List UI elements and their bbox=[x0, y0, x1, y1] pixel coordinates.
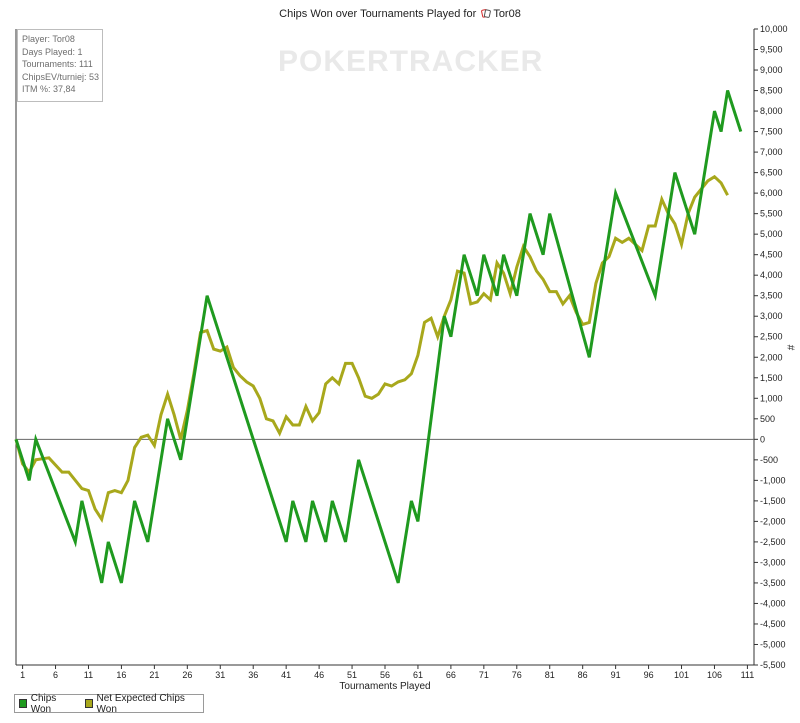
chart-title: Chips Won over Tournaments Played for To… bbox=[0, 8, 800, 21]
x-tick-label: 81 bbox=[545, 670, 555, 680]
legend-swatch-net-expected bbox=[84, 699, 93, 708]
y-tick-label: -1,500 bbox=[760, 496, 786, 506]
y-axis-label: # bbox=[784, 344, 796, 351]
stat-itm: ITM %: 37,84 bbox=[22, 84, 76, 94]
y-tick-label: 5,000 bbox=[760, 229, 783, 239]
chart-title-player: Tor08 bbox=[493, 8, 521, 20]
x-tick-label: 41 bbox=[281, 670, 291, 680]
y-tick-label: -1,000 bbox=[760, 475, 786, 485]
x-tick-label: 56 bbox=[380, 670, 390, 680]
y-tick-label: 9,500 bbox=[760, 45, 783, 55]
y-tick-label: 8,500 bbox=[760, 86, 783, 96]
y-tick-label: 6,000 bbox=[760, 188, 783, 198]
legend-item-net-expected: Net Expected Chips Won bbox=[84, 692, 189, 715]
y-tick-label: 500 bbox=[760, 414, 775, 424]
y-tick-label: 1,500 bbox=[760, 373, 783, 383]
chart-series bbox=[14, 90, 743, 584]
y-tick-label: 4,500 bbox=[760, 250, 783, 260]
y-tick-label: 2,000 bbox=[760, 352, 783, 362]
x-tick-label: 46 bbox=[314, 670, 324, 680]
y-tick-label: -2,500 bbox=[760, 537, 786, 547]
legend-swatch-chips-won bbox=[19, 699, 27, 708]
x-tick-label: 36 bbox=[248, 670, 258, 680]
x-tick-label: 11 bbox=[84, 670, 93, 680]
y-tick-label: 6,500 bbox=[760, 168, 783, 178]
stat-tournaments: Tournaments: 111 bbox=[22, 59, 93, 69]
y-tick-label: 2,500 bbox=[760, 332, 783, 342]
x-tick-label: 106 bbox=[707, 670, 722, 680]
x-axis-label: Tournaments Played bbox=[339, 681, 431, 692]
y-tick-label: -500 bbox=[760, 455, 778, 465]
y-tick-label: -5,000 bbox=[760, 639, 786, 649]
x-tick-label: 6 bbox=[53, 670, 58, 680]
y-tick-label: -2,000 bbox=[760, 516, 786, 526]
x-tick-label: 61 bbox=[413, 670, 423, 680]
y-tick-label: 10,000 bbox=[760, 24, 788, 34]
x-axis-ticks: 1 6 11 16 21 26 31 36 41 46 51 56 61 66 71 76 81 86 91 96 10… bbox=[20, 665, 754, 680]
x-tick-label: 71 bbox=[479, 670, 489, 680]
y-axis-ticks: -5,500 -5,000 -4,500 -4,000 -3,500 -3,000 -2,5… bbox=[754, 24, 788, 670]
y-tick-label: -3,500 bbox=[760, 578, 786, 588]
player-stats-box: Player: Tor08 Days Played: 1 Tournaments… bbox=[17, 29, 103, 102]
x-tick-label: 26 bbox=[182, 670, 192, 680]
y-tick-label: 1,000 bbox=[760, 393, 783, 403]
y-tick-label: 7,500 bbox=[760, 127, 783, 137]
x-tick-label: 21 bbox=[149, 670, 159, 680]
x-tick-label: 51 bbox=[347, 670, 357, 680]
y-tick-label: 7,000 bbox=[760, 147, 783, 157]
y-tick-label: -3,000 bbox=[760, 557, 786, 567]
x-tick-label: 16 bbox=[116, 670, 126, 680]
chart-legend: Chips Won Net Expected Chips Won bbox=[14, 692, 204, 715]
chart-title-prefix: Chips Won over Tournaments Played for bbox=[279, 8, 477, 20]
playing-cards-icon bbox=[481, 9, 492, 21]
legend-label-net-expected: Net Expected Chips Won bbox=[96, 692, 185, 715]
chart-axes bbox=[15, 29, 755, 666]
y-tick-label: 3,500 bbox=[760, 291, 783, 301]
x-tick-label: 101 bbox=[674, 670, 689, 680]
x-tick-label: 76 bbox=[512, 670, 522, 680]
y-tick-label: -5,500 bbox=[760, 660, 786, 670]
x-tick-label: 111 bbox=[741, 670, 755, 680]
stat-player: Player: Tor08 bbox=[22, 34, 75, 44]
y-tick-label: -4,000 bbox=[760, 598, 786, 608]
stat-days-played: Days Played: 1 bbox=[22, 46, 83, 57]
y-tick-label: 4,000 bbox=[760, 270, 783, 280]
x-tick-label: 31 bbox=[215, 670, 225, 680]
x-tick-label: 86 bbox=[578, 670, 588, 680]
y-tick-label: -4,500 bbox=[760, 619, 786, 629]
y-tick-label: 5,500 bbox=[760, 209, 783, 219]
x-tick-label: 91 bbox=[611, 670, 621, 680]
legend-item-chips-won: Chips Won bbox=[19, 693, 71, 715]
legend-label-chips-won: Chips Won bbox=[30, 692, 57, 715]
y-tick-label: 0 bbox=[760, 434, 765, 444]
x-tick-label: 1 bbox=[20, 670, 25, 680]
series-line-chips-won bbox=[14, 90, 743, 584]
x-tick-label: 66 bbox=[446, 670, 456, 680]
y-tick-label: 8,000 bbox=[760, 106, 783, 116]
stat-chipsev: ChipsEV/turniej: 53 bbox=[22, 71, 100, 82]
y-tick-label: 9,000 bbox=[760, 65, 783, 75]
x-tick-label: 96 bbox=[644, 670, 654, 680]
series-line-net-expected bbox=[14, 174, 729, 524]
watermark: POKERTRACKER bbox=[278, 45, 544, 78]
y-tick-label: 3,000 bbox=[760, 311, 783, 321]
